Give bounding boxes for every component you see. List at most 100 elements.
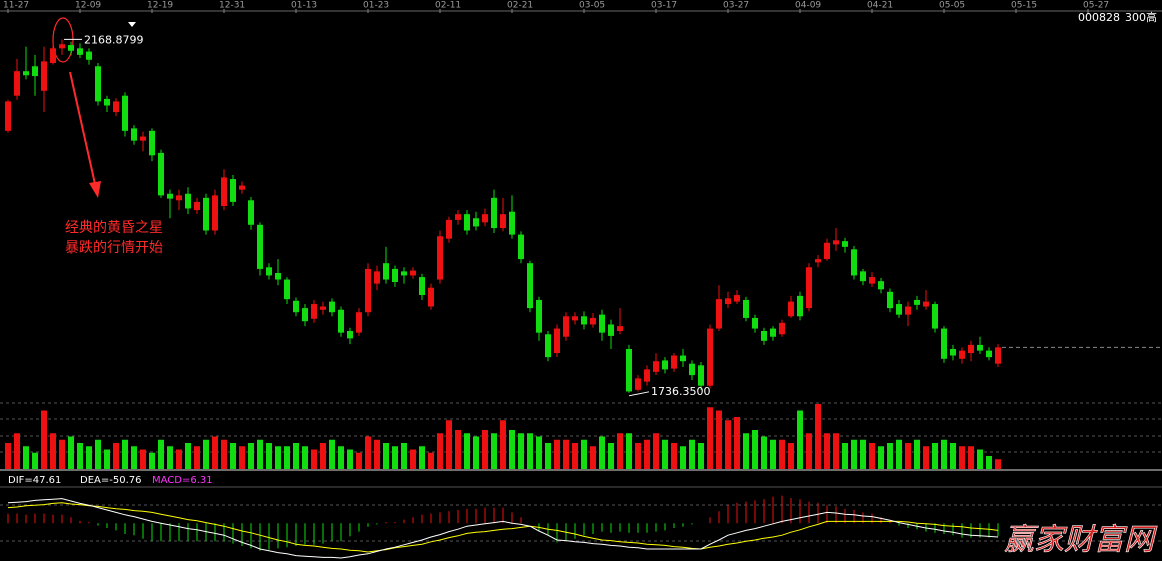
volume-bar xyxy=(149,452,155,469)
candle-body xyxy=(527,263,533,309)
candle-body xyxy=(311,304,317,319)
candle-body xyxy=(680,355,686,362)
candle-body xyxy=(284,279,290,300)
volume-bar xyxy=(347,449,353,469)
candle-body xyxy=(644,369,650,382)
watermark: 赢家财富网 xyxy=(1004,523,1158,558)
candle-body xyxy=(833,240,839,245)
candle-body xyxy=(275,272,281,280)
candle-body xyxy=(977,344,983,351)
volume-bar xyxy=(536,436,542,469)
volume-bar xyxy=(977,449,983,469)
candle-body xyxy=(563,316,569,337)
low-pointer xyxy=(628,391,650,397)
candle-body xyxy=(5,101,11,131)
candle-body xyxy=(14,71,20,96)
x-tick-label: 11-27 xyxy=(3,1,29,11)
volume-bar xyxy=(464,433,470,469)
volume-bar xyxy=(500,420,506,469)
candle-body xyxy=(734,295,740,302)
candle-body xyxy=(446,219,452,239)
volume-bar xyxy=(869,443,875,469)
candle-body xyxy=(68,45,74,51)
volume-bar xyxy=(725,420,731,469)
volume-bar xyxy=(77,443,83,469)
candle-body xyxy=(257,224,263,269)
candle-body xyxy=(986,350,992,358)
candle-body xyxy=(968,344,974,354)
volume-bar xyxy=(50,433,56,469)
dif-line xyxy=(7,498,999,559)
x-tick-label: 12-19 xyxy=(147,1,173,11)
volume-bar xyxy=(788,443,794,469)
candle-body xyxy=(482,214,488,223)
volume-bar xyxy=(779,439,785,469)
candle-body xyxy=(698,365,704,386)
candle-body xyxy=(599,314,605,333)
volume-bar xyxy=(383,443,389,469)
volume-bar xyxy=(932,443,938,469)
candle-body xyxy=(851,249,857,276)
x-tick-label: 02-21 xyxy=(507,1,533,11)
high-label: 2168.8799 xyxy=(84,33,144,46)
candle-body xyxy=(248,200,254,225)
volume-bar xyxy=(185,443,191,469)
candle-body xyxy=(545,334,551,358)
volume-bar xyxy=(365,436,371,469)
annotation: 经典的黄昏之星 xyxy=(65,219,163,236)
candle-body xyxy=(185,193,191,209)
volume-bar xyxy=(923,446,929,469)
candle-body xyxy=(887,291,893,309)
candle-body xyxy=(815,259,821,263)
volume-bar xyxy=(392,446,398,469)
volume-bar xyxy=(644,439,650,469)
candle-body xyxy=(959,350,965,359)
candle-body xyxy=(428,287,434,307)
candle-body xyxy=(689,363,695,376)
candle-body xyxy=(662,360,668,370)
candle-body xyxy=(725,298,731,305)
candle-body xyxy=(194,201,200,211)
volume-bar xyxy=(275,446,281,469)
stock-code: 000828 xyxy=(1078,11,1120,24)
volume-bar xyxy=(995,459,1001,469)
candle-body xyxy=(59,44,65,49)
candle-body xyxy=(320,306,326,310)
candle-body xyxy=(860,271,866,282)
macd-label: DIF=47.61 xyxy=(8,475,61,486)
candle-body xyxy=(878,281,884,290)
candle-body xyxy=(770,328,776,337)
candle-body xyxy=(32,66,38,77)
volume-bar xyxy=(986,456,992,469)
volume-bar xyxy=(374,439,380,469)
candle-body xyxy=(419,277,425,296)
candle-body xyxy=(149,130,155,156)
volume-bar xyxy=(356,452,362,469)
candle-body xyxy=(743,299,749,318)
candle-body xyxy=(41,61,47,91)
candle-body xyxy=(374,271,380,284)
volume-bar xyxy=(968,446,974,469)
candle-body xyxy=(167,193,173,199)
candle-body xyxy=(365,268,371,313)
candle-body xyxy=(671,355,677,369)
x-tick-label: 05-05 xyxy=(939,1,965,11)
volume-bar xyxy=(167,446,173,469)
candle-body xyxy=(707,328,713,386)
volume-bar xyxy=(266,443,272,469)
volume-bar xyxy=(797,410,803,469)
low-label: 1736.3500 xyxy=(651,385,711,398)
x-tick-label: 12-09 xyxy=(75,1,101,11)
x-tick-label: 12-31 xyxy=(219,1,245,11)
candle-body xyxy=(716,299,722,329)
volume-bar xyxy=(428,452,434,469)
volume-bar xyxy=(230,443,236,469)
volume-bar xyxy=(950,443,956,469)
volume-bar xyxy=(716,410,722,469)
candle-body xyxy=(572,316,578,321)
volume-bar xyxy=(410,449,416,469)
macd-label: DEA=-50.76 xyxy=(80,475,141,486)
volume-bar xyxy=(815,404,821,469)
candle-body xyxy=(842,241,848,247)
volume-bar xyxy=(5,443,11,469)
